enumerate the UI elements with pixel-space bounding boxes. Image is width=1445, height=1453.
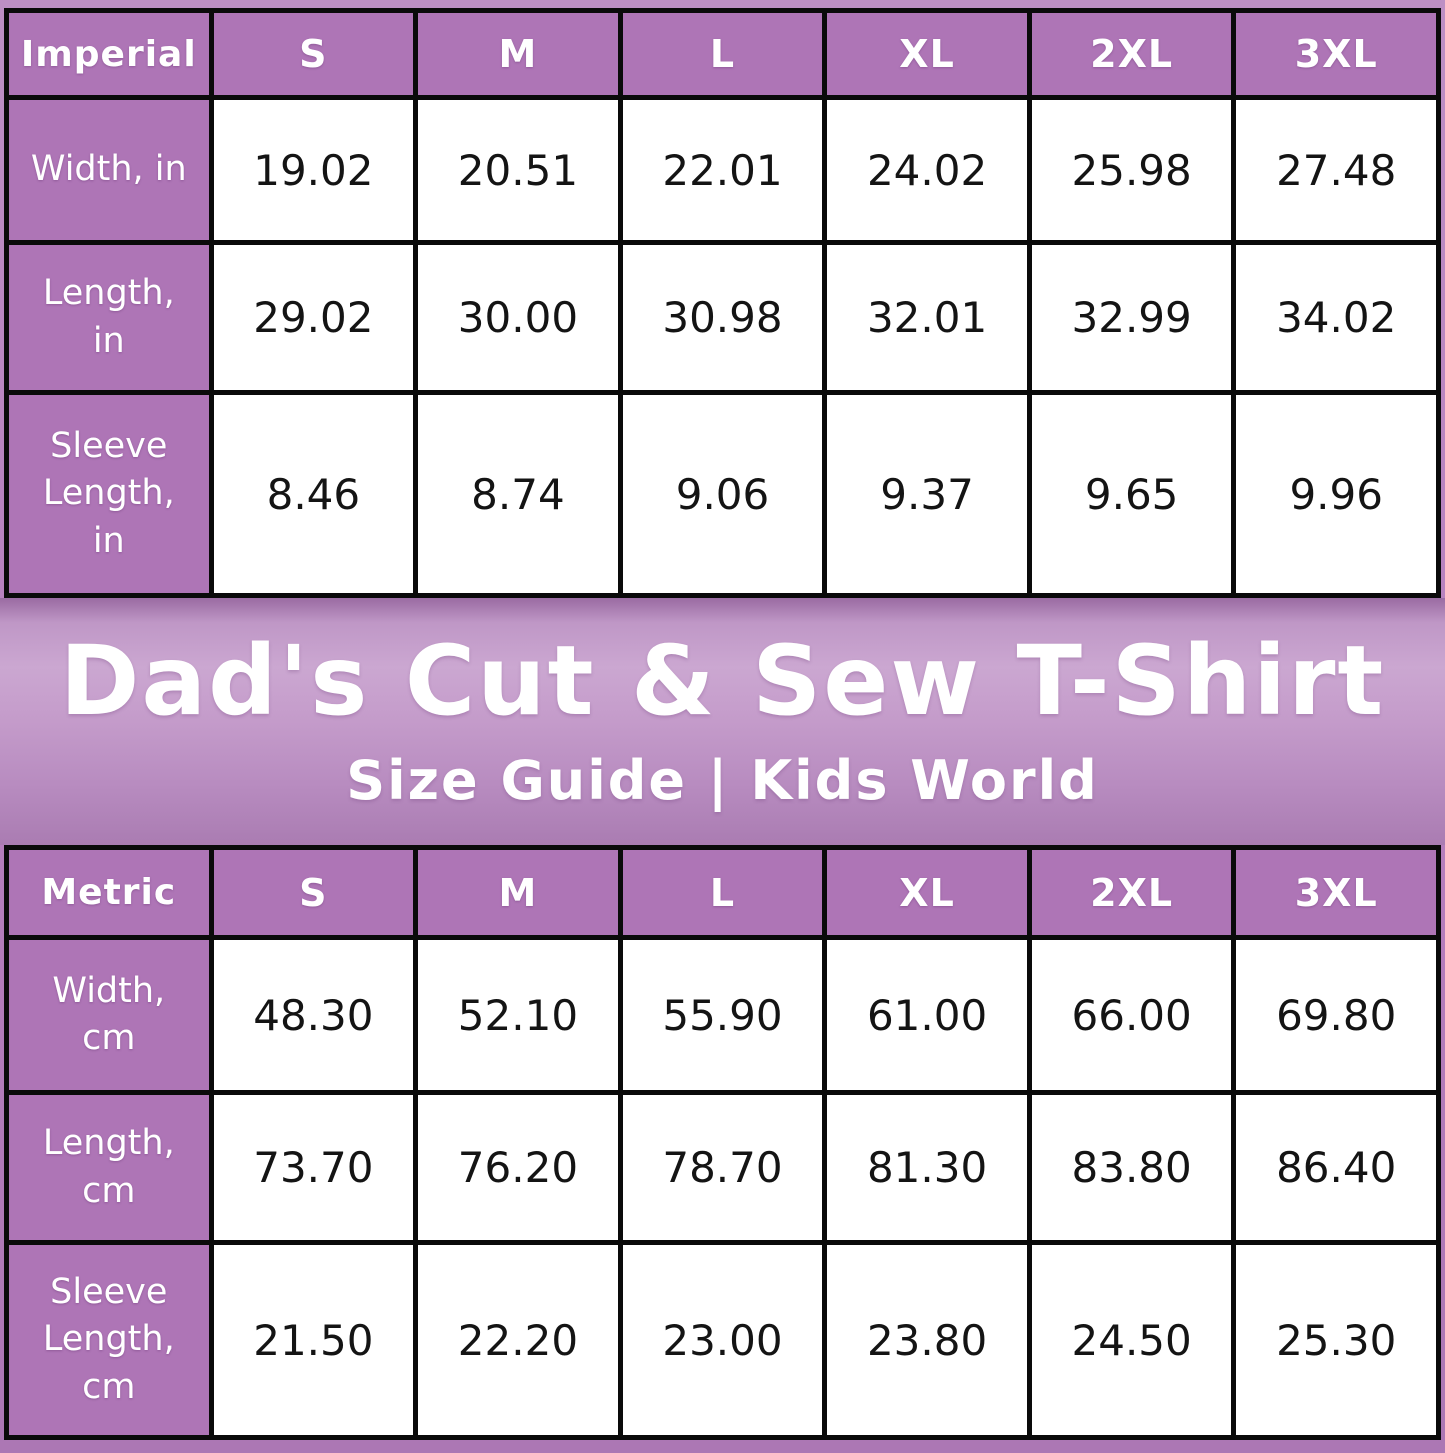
table-cell: 9.65: [1031, 395, 1232, 593]
table-cell: 52.10: [418, 940, 618, 1090]
table-cell: 25.30: [1236, 1245, 1436, 1435]
table-cell: 34.02: [1236, 245, 1436, 390]
table-cell: 30.98: [622, 245, 823, 390]
table-cell: 23.00: [622, 1245, 823, 1435]
table-cell: 66.00: [1031, 940, 1232, 1090]
metric-col-header-l: L: [622, 850, 823, 935]
table-cell: 24.50: [1031, 1245, 1232, 1435]
table-cell: 9.37: [827, 395, 1027, 593]
imperial-corner-header: Imperial: [9, 13, 209, 95]
imperial-col-header-2xl: 2XL: [1031, 13, 1232, 95]
table-cell: 20.51: [418, 100, 618, 240]
table-cell: 32.01: [827, 245, 1027, 390]
table-cell: 73.70: [213, 1095, 414, 1240]
table-cell: 22.20: [418, 1245, 618, 1435]
table-cell: 83.80: [1031, 1095, 1232, 1240]
metric-col-header-xl: XL: [827, 850, 1027, 935]
imperial-size-table: Imperial S M L XL 2XL 3XL Width, in 19.0…: [4, 8, 1441, 598]
imperial-row-label-width: Width, in: [9, 100, 209, 240]
table-cell: 32.99: [1031, 245, 1232, 390]
imperial-col-header-3xl: 3XL: [1236, 13, 1436, 95]
imperial-row-label-sleeve-length: Sleeve Length, in: [9, 395, 209, 593]
metric-size-table: Metric S M L XL 2XL 3XL Width, cm 48.30 …: [4, 845, 1441, 1440]
table-cell: 55.90: [622, 940, 823, 1090]
metric-row-label-sleeve-length: Sleeve Length, cm: [9, 1245, 209, 1435]
table-cell: 30.00: [418, 245, 618, 390]
metric-corner-header: Metric: [9, 850, 209, 935]
metric-col-header-m: M: [418, 850, 618, 935]
table-cell: 48.30: [213, 940, 414, 1090]
title-banner: Dad's Cut & Sew T-Shirt Size Guide | Kid…: [0, 598, 1445, 845]
metric-row-label-length: Length, cm: [9, 1095, 209, 1240]
table-cell: 61.00: [827, 940, 1027, 1090]
table-cell: 76.20: [418, 1095, 618, 1240]
table-cell: 8.46: [213, 395, 414, 593]
table-cell: 22.01: [622, 100, 823, 240]
table-cell: 19.02: [213, 100, 414, 240]
table-cell: 25.98: [1031, 100, 1232, 240]
metric-col-header-s: S: [213, 850, 414, 935]
imperial-col-header-l: L: [622, 13, 823, 95]
table-cell: 86.40: [1236, 1095, 1436, 1240]
metric-col-header-3xl: 3XL: [1236, 850, 1436, 935]
table-cell: 81.30: [827, 1095, 1027, 1240]
metric-row-label-width: Width, cm: [9, 940, 209, 1090]
imperial-col-header-m: M: [418, 13, 618, 95]
table-cell: 9.06: [622, 395, 823, 593]
table-cell: 27.48: [1236, 100, 1436, 240]
table-cell: 9.96: [1236, 395, 1436, 593]
table-cell: 29.02: [213, 245, 414, 390]
imperial-col-header-s: S: [213, 13, 414, 95]
banner-subtitle: Size Guide | Kids World: [346, 749, 1099, 813]
product-title: Dad's Cut & Sew T-Shirt: [59, 624, 1386, 737]
table-cell: 78.70: [622, 1095, 823, 1240]
table-cell: 21.50: [213, 1245, 414, 1435]
imperial-col-header-xl: XL: [827, 13, 1027, 95]
table-cell: 23.80: [827, 1245, 1027, 1435]
table-cell: 24.02: [827, 100, 1027, 240]
metric-col-header-2xl: 2XL: [1031, 850, 1232, 935]
imperial-row-label-length: Length, in: [9, 245, 209, 390]
table-cell: 69.80: [1236, 940, 1436, 1090]
table-cell: 8.74: [418, 395, 618, 593]
